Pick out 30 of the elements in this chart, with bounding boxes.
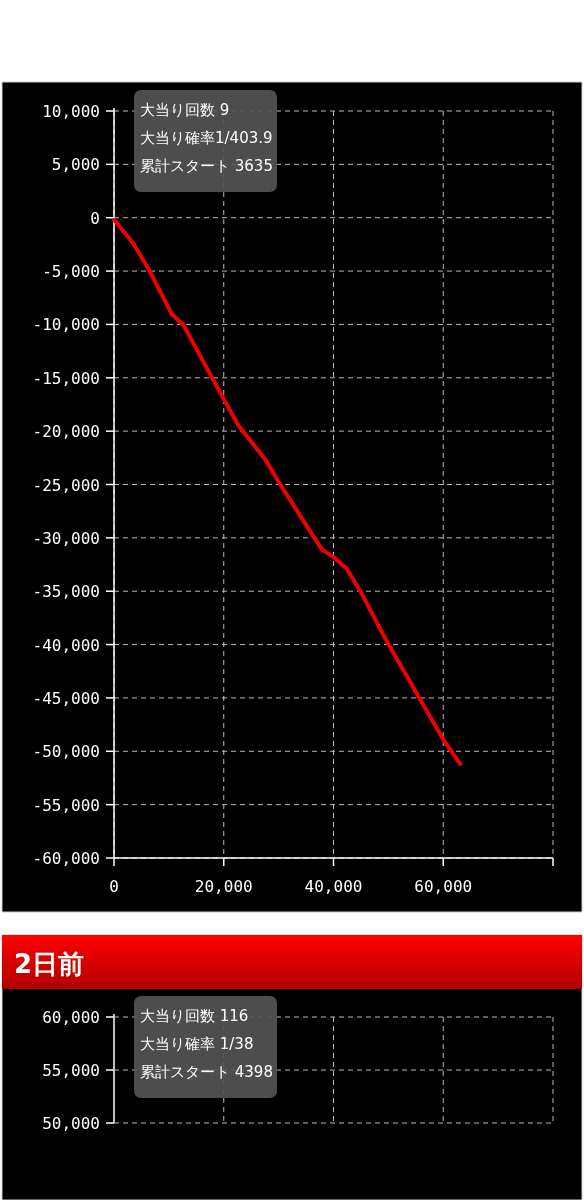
y-tick-label: -50,000: [32, 742, 100, 762]
annotation: 大当り回数 9: [140, 101, 230, 119]
y-tick-label: -5,000: [42, 262, 100, 282]
y-tick-label: -55,000: [32, 795, 100, 815]
text: 60,000: [42, 1008, 100, 1027]
y-tick-label: -30,000: [32, 528, 100, 548]
y-tick-label: -40,000: [32, 635, 100, 655]
y-tick-label: -25,000: [32, 475, 100, 495]
line-series: [112, 217, 463, 767]
text: 累計スタート 4398: [140, 1063, 273, 1081]
x-tick-label: 0: [109, 877, 119, 896]
y-tick-label: 0: [90, 208, 100, 228]
y-tick-label: -35,000: [32, 582, 100, 602]
text: 大当り確率 1/38: [140, 1035, 254, 1053]
text: 2日前: [14, 949, 85, 979]
x-tick-label: 40,000: [304, 877, 363, 896]
y-tick-label: 10,000: [42, 102, 100, 121]
x-tick-label: 60,000: [414, 877, 473, 896]
text: 55,000: [42, 1061, 100, 1080]
x-tick-label: 20,000: [194, 877, 253, 896]
y-tick-label: -60,000: [32, 849, 100, 868]
text: 大当り回数 116: [140, 1007, 249, 1025]
y-tick-label: -15,000: [32, 368, 100, 388]
y-tick-label: -20,000: [32, 422, 100, 442]
y-tick-label: -10,000: [32, 315, 100, 335]
y-tick-label: 5,000: [51, 155, 100, 175]
annotation: 累計スタート 3635: [140, 157, 273, 175]
annotation: 大当り確率1/403.9: [140, 129, 273, 147]
text: 50,000: [42, 1114, 100, 1133]
y-tick-label: -45,000: [32, 688, 100, 708]
